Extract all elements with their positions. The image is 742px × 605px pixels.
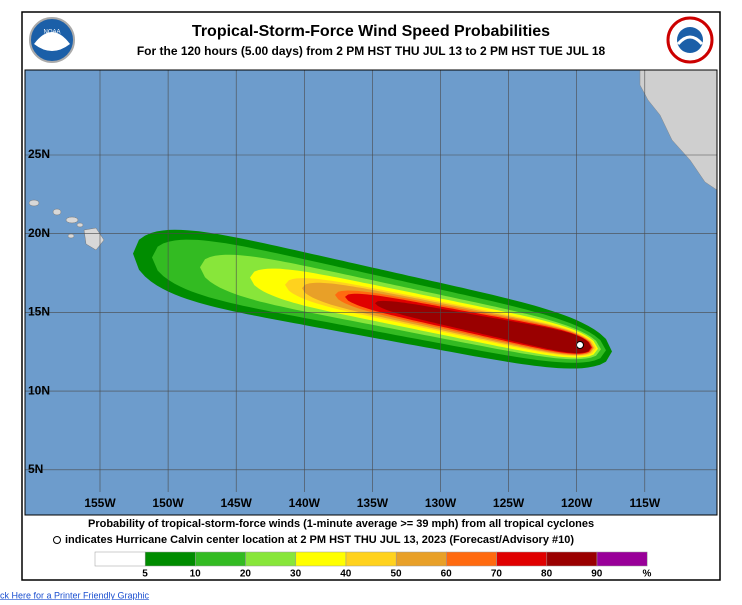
legend-tick: 70: [491, 569, 503, 580]
lat-label: 5N: [28, 462, 43, 476]
legend-swatch: [245, 551, 297, 567]
baja-mainland: [639, 70, 717, 191]
legend-tick: 80: [541, 569, 553, 580]
lon-label: 135W: [357, 496, 389, 510]
legend-swatch: [345, 551, 397, 567]
map-border: [24, 69, 718, 516]
lon-label: 130W: [425, 496, 457, 510]
legend-tick: 90: [591, 569, 603, 580]
center-note: indicates Hurricane Calvin center locati…: [65, 534, 574, 546]
lat-label: 20N: [28, 226, 50, 240]
legend-swatch: [546, 551, 598, 567]
legend-tick: 20: [240, 569, 252, 580]
legend-tick: 5: [142, 569, 148, 580]
caption: Probability of tropical-storm-force wind…: [88, 518, 594, 530]
printer-link[interactable]: ick Here for a Printer Friendly Graphic: [0, 590, 150, 600]
svg-text:NOAA: NOAA: [43, 30, 60, 36]
noaa-logo: NOAA: [29, 17, 75, 63]
legend-swatch: [144, 551, 196, 567]
lat-label: 25N: [28, 147, 50, 161]
legend-unit: %: [643, 569, 652, 580]
lon-label: 115W: [629, 496, 660, 510]
legend-tick: 30: [290, 569, 302, 580]
lon-label: 145W: [221, 496, 253, 510]
lon-label: 140W: [289, 496, 321, 510]
lon-label: 120W: [561, 496, 593, 510]
lon-label: 155W: [84, 496, 116, 510]
subtitle: For the 120 hours (5.00 days) from 2 PM …: [137, 44, 606, 58]
title: Tropical-Storm-Force Wind Speed Probabil…: [192, 23, 550, 40]
lon-label: 125W: [493, 496, 525, 510]
legend-swatch: [596, 551, 648, 567]
legend-tick: 10: [190, 569, 202, 580]
legend-swatch: [446, 551, 497, 567]
legend-tick: 60: [441, 569, 453, 580]
center-symbol: [53, 536, 61, 544]
legend-swatch: [195, 551, 246, 567]
legend-swatch: [295, 551, 347, 567]
lon-label: 150W: [152, 496, 184, 510]
legend-swatch: [496, 551, 548, 567]
lat-label: 15N: [28, 305, 50, 319]
legend-tick: 50: [390, 569, 402, 580]
nws-logo: [666, 16, 714, 64]
storm-center: [576, 341, 584, 349]
legend-swatch: [94, 551, 146, 567]
map: 25N 20N 15N 10N 5N 155W 150W 145W 140W 135W 130W 12…: [25, 70, 717, 515]
legend-tick: 40: [340, 569, 352, 580]
legend-swatch: [395, 551, 447, 567]
probability-swath: [375, 300, 591, 354]
lat-label: 10N: [28, 383, 50, 397]
